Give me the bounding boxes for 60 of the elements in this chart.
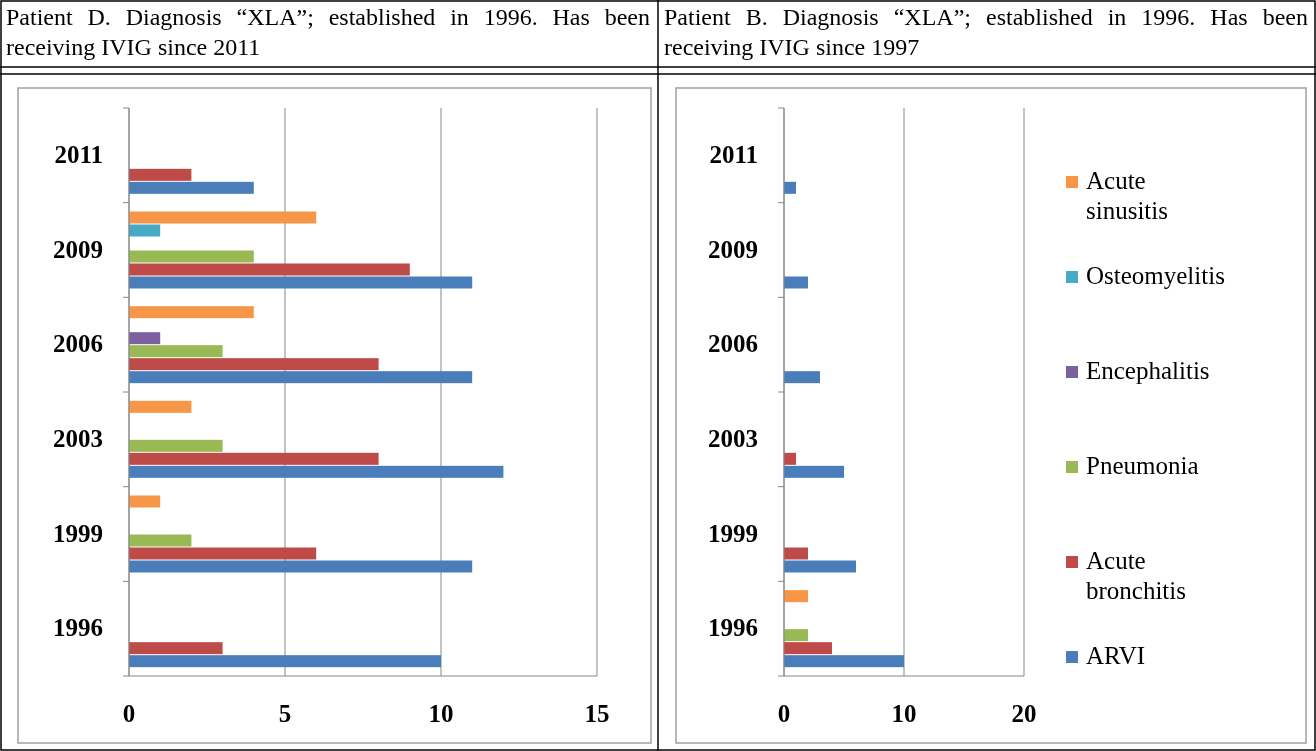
- bar: [784, 276, 808, 289]
- bar: [129, 263, 410, 276]
- bar: [129, 250, 254, 263]
- y-tick-label: 1999: [708, 519, 758, 547]
- bar: [784, 465, 844, 478]
- bar: [129, 211, 317, 224]
- bar: [129, 495, 161, 508]
- bar: [784, 181, 796, 194]
- x-tick-label: 15: [584, 700, 610, 727]
- bar: [784, 642, 832, 655]
- y-tick-label: 1996: [708, 614, 758, 642]
- y-tick-label: 2003: [708, 425, 758, 452]
- bar: [129, 168, 192, 181]
- legend-label: Encephalitis: [1086, 357, 1210, 384]
- bar: [129, 332, 161, 345]
- bar: [784, 590, 808, 603]
- legend-label: Pneumonia: [1086, 452, 1199, 479]
- bar: [129, 547, 317, 560]
- x-tick-label: 10: [428, 700, 454, 727]
- y-tick-label: 2011: [709, 141, 758, 168]
- x-tick-label: 5: [278, 700, 292, 727]
- y-tick-label: 2009: [708, 235, 758, 263]
- bar: [784, 629, 808, 642]
- bar: [129, 400, 192, 413]
- bar: [129, 465, 504, 478]
- bar: [784, 560, 856, 573]
- legend-label: Acute sinusitis: [1086, 167, 1168, 224]
- bar: [129, 560, 473, 573]
- bar: [129, 534, 192, 547]
- bar: [129, 439, 223, 452]
- y-tick-label: 2011: [54, 141, 103, 168]
- bar: [129, 358, 379, 371]
- chart-title: Patient D. Diagnosis “XLA”; established in 1996. Has been receiving IVIG since 2011: [6, 3, 650, 62]
- y-tick-label: 2006: [708, 330, 758, 358]
- bar: [129, 306, 254, 319]
- bar: [784, 452, 796, 465]
- y-tick-label: 2006: [53, 330, 103, 358]
- bar: [129, 371, 473, 384]
- y-tick-label: 2003: [53, 425, 103, 452]
- bar: [129, 642, 223, 655]
- bar: [784, 371, 820, 384]
- legend-label: ARVI: [1086, 642, 1146, 669]
- bar: [129, 224, 161, 237]
- y-tick-label: 1996: [53, 614, 103, 642]
- bar: [784, 547, 808, 560]
- bar: [129, 655, 441, 668]
- y-tick-label: 1999: [53, 519, 103, 547]
- x-tick-label: 10: [891, 700, 917, 727]
- y-tick-label: 2009: [53, 235, 103, 263]
- bar: [129, 276, 473, 289]
- x-tick-label: 0: [122, 700, 136, 727]
- bar: [784, 655, 904, 668]
- bar: [129, 345, 223, 358]
- legend-label: Acute bronchitis: [1086, 547, 1186, 604]
- bar: [129, 452, 379, 465]
- chart-title: Patient B. Diagnosis “XLA”; established in 1996. Has been receiving IVIG since 1997: [664, 3, 1308, 62]
- legend-label: Osteomyelitis: [1086, 262, 1225, 289]
- x-tick-label: 0: [777, 700, 791, 727]
- bar: [129, 181, 254, 194]
- x-tick-label: 20: [1011, 700, 1037, 727]
